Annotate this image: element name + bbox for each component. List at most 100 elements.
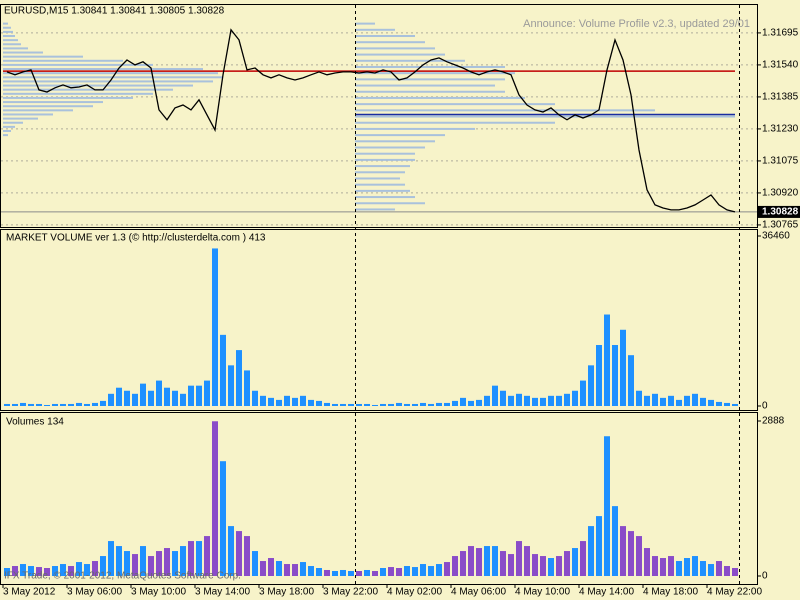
price-panel-frame (0, 4, 758, 228)
profile-bar (3, 72, 218, 75)
volume-bar (596, 516, 602, 576)
profile-bar (3, 84, 193, 87)
profile-bar (3, 96, 133, 99)
volume-bar (212, 248, 218, 406)
profile-bar (355, 196, 415, 199)
volume-bar (612, 506, 618, 576)
profile-bar (3, 92, 153, 95)
volume-bar (700, 561, 706, 576)
volume-bar (60, 564, 66, 576)
volume-bar (484, 395, 490, 406)
volume-bar (4, 403, 10, 406)
volume-bar (92, 561, 98, 576)
profile-bar (355, 53, 445, 56)
volume-bar (692, 556, 698, 576)
volume-bar (380, 568, 386, 576)
volume-bar (148, 556, 154, 576)
market-volume-title: MARKET VOLUME ver 1.3 (© http://clusterd… (6, 233, 266, 244)
profile-bar (355, 127, 475, 130)
profile-bar (355, 115, 735, 118)
profile-bar (3, 26, 11, 29)
volume-bar (52, 403, 58, 406)
y-tick-label: 1.31695 (762, 28, 799, 39)
volumes-frame (0, 412, 758, 585)
volume-bar (396, 568, 402, 576)
volume-bar (532, 554, 538, 576)
profile-bar (355, 208, 395, 211)
volume-bar (388, 403, 394, 406)
volume-bar (300, 395, 306, 406)
y-tick-label: 2888 (762, 416, 785, 427)
volume-bar (116, 546, 122, 576)
profile-bar (355, 96, 525, 99)
y-tick-label: 1.30920 (762, 188, 799, 199)
profile-bar (355, 146, 425, 149)
volume-bar (708, 564, 714, 576)
volume-bar (268, 558, 274, 576)
profile-bar (355, 171, 405, 174)
volume-bar (324, 569, 330, 576)
volume-bar (396, 402, 402, 406)
profile-bar (3, 121, 23, 124)
volume-bar (460, 551, 466, 576)
volume-bar (476, 548, 482, 576)
volume-bar (76, 402, 82, 406)
profile-bar (355, 78, 505, 81)
profile-bar (355, 90, 505, 93)
volume-bar (668, 556, 674, 576)
volume-bar (44, 404, 50, 406)
volume-bar (708, 399, 714, 406)
profile-bar (355, 177, 400, 180)
volume-bar (124, 551, 130, 576)
volume-bar (236, 531, 242, 576)
volume-bar (660, 558, 666, 576)
volume-bar (388, 567, 394, 576)
volume-bar (92, 402, 98, 406)
volume-bar (284, 395, 290, 406)
volume-bar (212, 421, 218, 576)
volume-bar (76, 562, 82, 576)
volume-bar (524, 395, 530, 406)
volume-bar (604, 436, 610, 576)
profile-bar (3, 39, 18, 42)
profile-bar (3, 117, 38, 120)
profile-bar (355, 183, 405, 186)
volume-bar (180, 546, 186, 576)
x-tick-label: 3 May 18:00 (259, 587, 314, 598)
y-tick-label: 1.31075 (762, 156, 799, 167)
volume-bar (260, 561, 266, 576)
y-tick-label: 0 (762, 571, 768, 582)
volume-bar (732, 403, 738, 406)
volume-bar (108, 541, 114, 576)
volume-bar (140, 383, 146, 406)
volume-bar (148, 390, 154, 406)
volume-bar (196, 385, 202, 406)
volume-bar (516, 541, 522, 576)
volume-bar (348, 403, 354, 406)
profile-bar (355, 47, 435, 50)
x-tick-label: 3 May 2012 (3, 587, 56, 598)
volume-bar (596, 345, 602, 406)
volume-bar (244, 370, 250, 406)
profile-bar (3, 125, 15, 128)
volume-bar (564, 551, 570, 576)
volume-bar (20, 402, 26, 406)
volume-bar (372, 571, 378, 576)
x-tick-label: 4 May 14:00 (579, 587, 634, 598)
volume-bar (100, 400, 106, 406)
volume-bar (572, 548, 578, 576)
volume-bar (60, 403, 66, 406)
volume-bar (420, 402, 426, 406)
volume-bar (140, 546, 146, 576)
volume-bar (340, 569, 346, 576)
volume-bar (68, 403, 74, 406)
profile-bar (3, 105, 93, 108)
volume-bar (580, 380, 586, 406)
volume-bar (588, 526, 594, 576)
volume-bar (292, 397, 298, 406)
volume-bar (124, 390, 130, 406)
volume-bar (252, 551, 258, 576)
volume-bar (700, 397, 706, 406)
volume-bar (468, 546, 474, 576)
volume-bar (244, 536, 250, 576)
